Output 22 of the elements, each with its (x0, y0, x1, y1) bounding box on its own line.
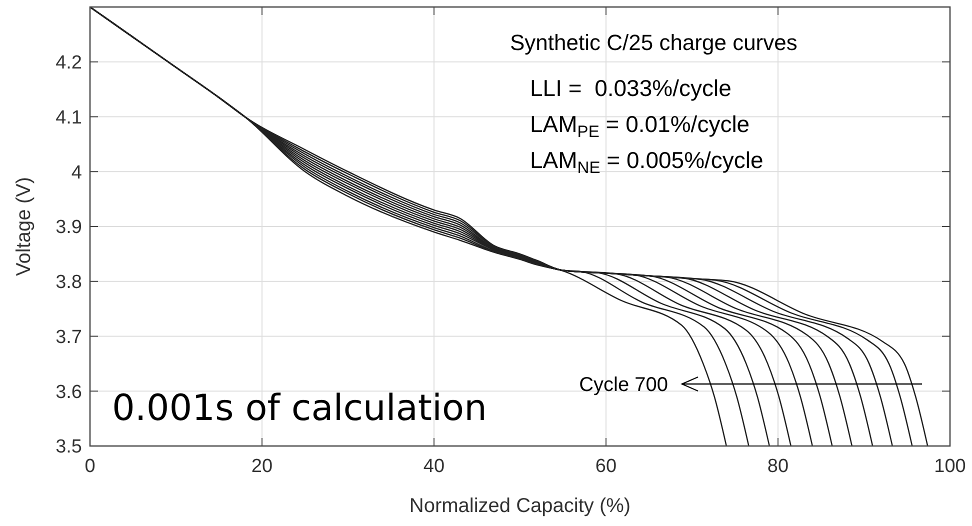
y-tick-label: 3.5 (56, 436, 82, 458)
annotation: LLI = 0.033%/cycle (530, 75, 732, 101)
annotation: Synthetic C/25 charge curves (510, 30, 798, 55)
x-tick-label: 80 (767, 456, 789, 477)
x-tick-label: 20 (251, 456, 273, 477)
annotation: LAM$_{NE}$ = 0.005%/cycle (530, 147, 764, 177)
y-tick-label: 3.8 (56, 272, 82, 294)
x-tick-label: 100 (934, 456, 966, 477)
y-tick-label: 4 (71, 162, 82, 184)
y-axis-title: Voltage (V) (13, 177, 35, 276)
x-tick-label: 60 (595, 456, 617, 477)
y-tick-label: 4.2 (56, 52, 82, 74)
annotation: 0.001s of calculation (112, 388, 487, 429)
x-tick-label: 40 (423, 456, 445, 477)
x-tick-label: 0 (84, 456, 96, 477)
annotation: LAM$_{PE}$ = 0.01%/cycle (530, 111, 750, 141)
y-tick-label: 4.1 (56, 107, 82, 128)
y-tick-label: 3.6 (56, 382, 82, 403)
y-tick-label: 3.9 (56, 217, 82, 238)
x-axis-title: Normalized Capacity (%) (409, 495, 631, 517)
annotation: Cycle 700 (579, 374, 668, 396)
y-tick-label: 3.7 (56, 326, 82, 348)
